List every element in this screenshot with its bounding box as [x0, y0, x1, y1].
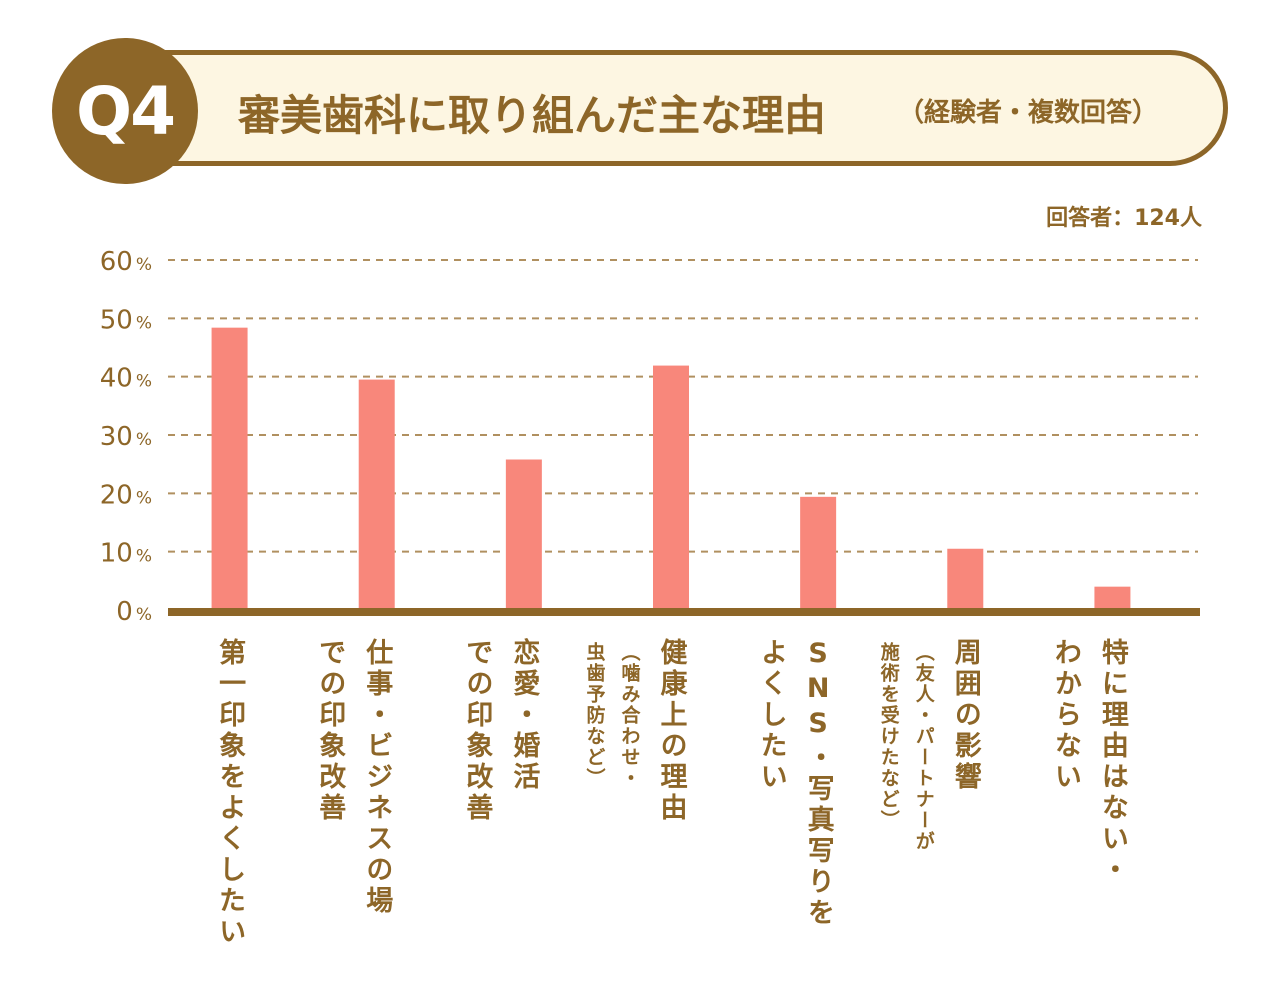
x-tick-label-7: 特に理由はない・ わからない: [1046, 638, 1132, 886]
question-badge: Q4: [52, 38, 198, 184]
title-banner: [100, 50, 1228, 166]
y-tick-label: 10%: [100, 539, 152, 569]
y-tick-label: 0%: [116, 597, 152, 627]
x-tick-label-subline: （友人・パートナーが: [912, 642, 935, 852]
y-tick-label: 50%: [100, 305, 152, 335]
x-axis-line: [168, 608, 1200, 616]
respondent-count: 回答者：124人: [1046, 206, 1202, 231]
x-tick-label-4: 健康上の理由 （噛み合わせ・ 虫歯予防など）: [582, 638, 691, 824]
x-tick-label-line: での印象改善: [461, 638, 493, 824]
x-tick-label-6: 周囲の影響 （友人・パートナーが 施術を受けたなど）: [876, 638, 985, 852]
x-tick-label-line: 恋愛・婚活: [508, 638, 540, 793]
x-tick-label-line: 仕事・ビジネスの場: [361, 638, 393, 917]
x-tick-label-line: 特に理由はない・: [1096, 638, 1128, 886]
x-tick-label-line: SNS・写真写りを: [802, 638, 834, 929]
x-tick-label-subline: 施術を受けたなど）: [877, 642, 900, 831]
x-tick-label-subline: 虫歯予防など）: [583, 642, 606, 789]
x-tick-label-5: SNS・写真写りを よくしたい: [752, 638, 838, 929]
chart-subtitle: （経験者・複数回答）: [898, 98, 1159, 128]
chart-title: 審美歯科に取り組んだ主な理由: [238, 91, 827, 140]
x-tick-label-line: 健康上の理由: [655, 638, 687, 824]
bar-1: [211, 327, 248, 610]
bar-3: [505, 459, 542, 610]
x-tick-label-subline: （噛み合わせ・: [618, 642, 641, 789]
x-tick-label-1: 第一印象をよくしたい: [210, 638, 249, 948]
bar-7: [1094, 586, 1131, 610]
bar-2: [358, 379, 395, 610]
x-tick-label-line: 第一印象をよくしたい: [214, 638, 246, 948]
x-tick-label-line: での印象改善: [314, 638, 346, 824]
x-tick-label-2: 仕事・ビジネスの場 での印象改善: [310, 638, 396, 917]
y-tick-label: 60%: [100, 247, 152, 277]
bar-5: [800, 496, 837, 610]
y-tick-label: 30%: [100, 422, 152, 452]
y-tick-label: 40%: [100, 364, 152, 394]
x-tick-label-line: よくしたい: [755, 638, 787, 793]
x-tick-label-3: 恋愛・婚活 での印象改善: [457, 638, 543, 824]
y-tick-label: 20%: [100, 480, 152, 510]
bar-4: [653, 365, 689, 610]
x-tick-label-line: わからない: [1049, 638, 1081, 793]
bar-6: [947, 548, 984, 610]
x-tick-label-line: 周囲の影響: [949, 638, 981, 793]
